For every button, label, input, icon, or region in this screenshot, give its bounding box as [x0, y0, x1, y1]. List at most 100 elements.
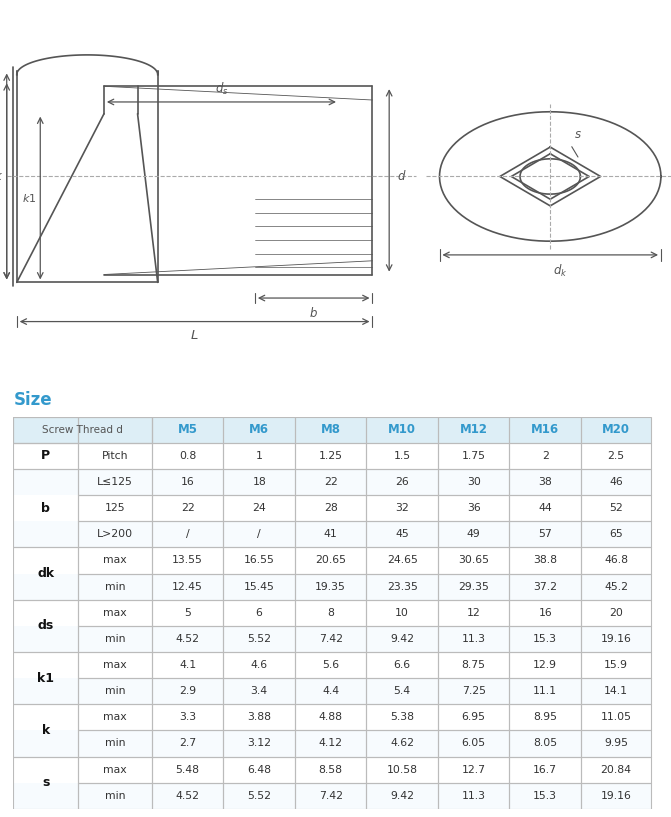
Bar: [223, 600, 295, 626]
Text: 65: 65: [609, 529, 623, 539]
Text: 20.65: 20.65: [315, 556, 346, 565]
Bar: [13, 704, 78, 730]
Bar: [438, 417, 509, 443]
Bar: [438, 469, 509, 495]
Text: 24.65: 24.65: [386, 556, 417, 565]
Bar: [13, 469, 78, 495]
Text: 10: 10: [395, 608, 409, 618]
Text: 46.8: 46.8: [604, 556, 628, 565]
Bar: [438, 730, 509, 757]
Bar: [366, 469, 438, 495]
Text: 45.2: 45.2: [604, 582, 628, 592]
Bar: [152, 443, 223, 469]
Text: 30.65: 30.65: [458, 556, 489, 565]
Bar: [581, 547, 651, 574]
Bar: [438, 547, 509, 574]
Bar: [366, 521, 438, 547]
Text: 28: 28: [324, 503, 338, 513]
Bar: [13, 652, 78, 678]
Bar: [78, 600, 152, 626]
Bar: [78, 730, 152, 757]
Text: 20: 20: [609, 608, 623, 618]
Bar: [223, 443, 295, 469]
Bar: [13, 600, 78, 626]
Bar: [152, 574, 223, 600]
Text: max: max: [103, 712, 127, 722]
Text: 10.58: 10.58: [386, 765, 417, 775]
Bar: [295, 495, 366, 521]
Text: M10: M10: [388, 423, 416, 436]
Bar: [581, 495, 651, 521]
Text: 3.4: 3.4: [250, 686, 268, 696]
Bar: [581, 495, 651, 521]
Bar: [295, 574, 366, 600]
Text: M16: M16: [531, 423, 559, 436]
Text: M8: M8: [321, 423, 341, 436]
Bar: [295, 495, 366, 521]
Bar: [438, 704, 509, 730]
Text: $d_k$: $d_k$: [553, 263, 568, 279]
Bar: [295, 469, 366, 495]
Bar: [223, 626, 295, 652]
Bar: [366, 600, 438, 626]
Text: 37.2: 37.2: [533, 582, 557, 592]
Bar: [223, 783, 295, 809]
Text: 2.9: 2.9: [179, 686, 196, 696]
Bar: [366, 757, 438, 783]
Bar: [78, 678, 152, 704]
Bar: [78, 704, 152, 730]
Text: 12: 12: [467, 608, 480, 618]
Bar: [509, 704, 581, 730]
Text: 16.55: 16.55: [244, 556, 274, 565]
Bar: [509, 469, 581, 495]
Bar: [223, 730, 295, 757]
Bar: [78, 730, 152, 757]
Bar: [295, 652, 366, 678]
Bar: [366, 547, 438, 574]
Bar: [295, 783, 366, 809]
Bar: [152, 469, 223, 495]
Text: $b$: $b$: [309, 306, 318, 320]
Bar: [366, 574, 438, 600]
Bar: [223, 652, 295, 678]
Bar: [223, 417, 295, 443]
Bar: [438, 652, 509, 678]
Bar: [223, 704, 295, 730]
Bar: [366, 704, 438, 730]
Text: min: min: [105, 686, 125, 696]
Text: 8.58: 8.58: [319, 765, 343, 775]
Bar: [581, 704, 651, 730]
Bar: [152, 547, 223, 574]
Bar: [509, 469, 581, 495]
Bar: [78, 443, 152, 469]
Bar: [509, 730, 581, 757]
Text: 8.75: 8.75: [462, 660, 486, 670]
Text: $k1$: $k1$: [23, 192, 37, 204]
Bar: [152, 521, 223, 547]
Bar: [78, 417, 152, 443]
Bar: [223, 495, 295, 521]
Bar: [438, 417, 509, 443]
Text: b: b: [41, 502, 50, 515]
Bar: [509, 521, 581, 547]
Text: 6.6: 6.6: [394, 660, 411, 670]
Bar: [509, 678, 581, 704]
Bar: [366, 757, 438, 783]
Text: 24: 24: [252, 503, 266, 513]
Bar: [366, 521, 438, 547]
Text: 6: 6: [256, 608, 262, 618]
Bar: [295, 469, 366, 495]
Bar: [509, 757, 581, 783]
Bar: [78, 652, 152, 678]
Bar: [78, 574, 152, 600]
Bar: [78, 783, 152, 809]
Bar: [295, 730, 366, 757]
Bar: [13, 547, 78, 574]
Bar: [223, 757, 295, 783]
Bar: [295, 783, 366, 809]
Text: Screw Thread d: Screw Thread d: [42, 425, 123, 435]
Bar: [78, 757, 152, 783]
Bar: [295, 417, 366, 443]
Bar: [223, 469, 295, 495]
Bar: [152, 469, 223, 495]
